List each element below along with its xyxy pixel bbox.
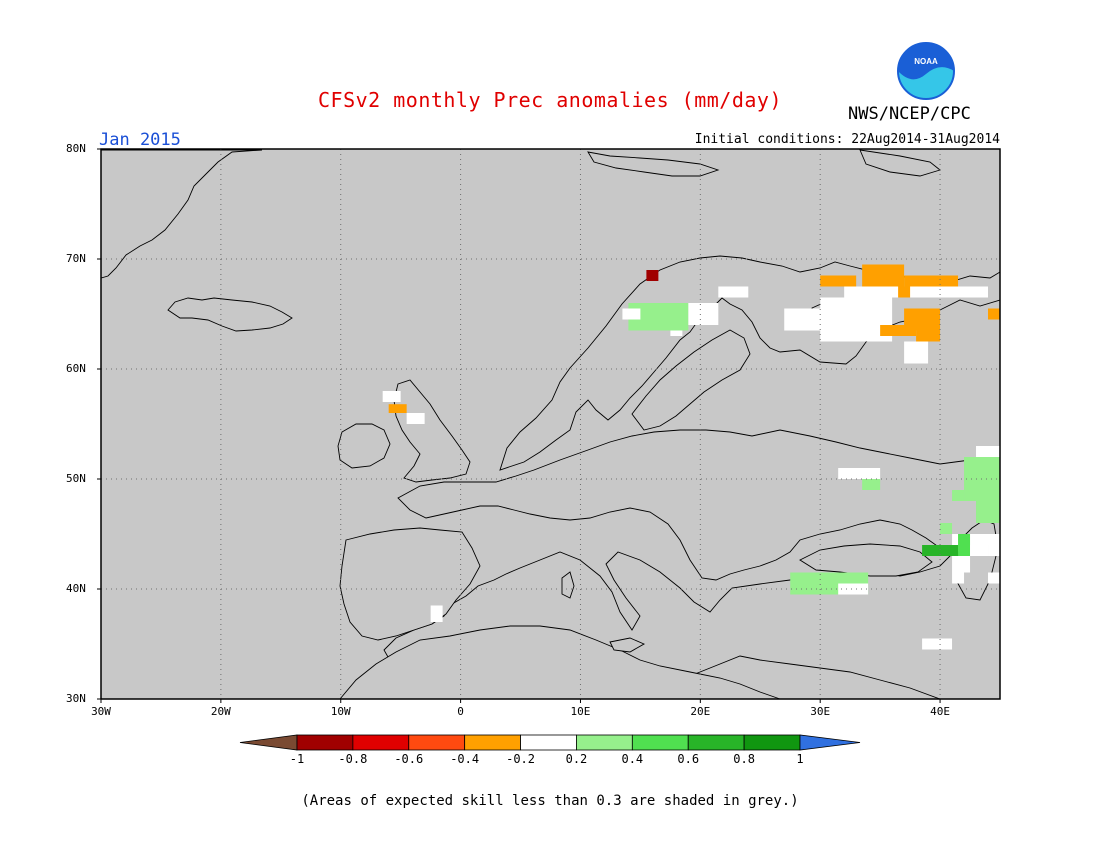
colorbar-label: 0.4	[621, 752, 644, 766]
sicily	[609, 637, 646, 653]
anomaly-cell	[922, 545, 959, 556]
forecast-month: Jan 2015	[99, 130, 181, 150]
anomaly-cell	[940, 523, 953, 534]
colorbar-label: -0.8	[338, 752, 368, 766]
colorbar-segment	[576, 734, 633, 751]
novaya-zemlya	[859, 149, 941, 177]
iceland	[167, 297, 293, 332]
anomaly-cell	[952, 490, 965, 501]
anomaly-cell	[838, 583, 869, 595]
colorbar-label: 0.6	[677, 752, 700, 766]
anomaly-cell	[382, 391, 401, 402]
lat-label: 50N	[66, 472, 86, 485]
anomaly-cell	[646, 270, 659, 281]
anomaly-cell	[820, 297, 893, 342]
anomaly-cell	[904, 275, 959, 287]
axis-ticks	[97, 148, 941, 703]
colorbar-label: -0.4	[450, 752, 480, 766]
colorbar-segment	[743, 734, 801, 751]
anomaly-cell	[988, 572, 1000, 584]
lon-label: 20W	[210, 705, 231, 718]
colorbar-segment	[296, 734, 354, 751]
anomaly-cell	[952, 534, 1000, 545]
anomaly-cell	[988, 308, 1000, 320]
lat-label: 30N	[66, 692, 86, 705]
lat-label: 70N	[66, 252, 86, 265]
map-frame	[100, 148, 1001, 700]
black-sea	[799, 543, 933, 577]
lat-label: 80N	[66, 142, 86, 155]
anomaly-cell	[844, 286, 989, 298]
iberia	[339, 527, 481, 641]
lon-label: 0	[457, 705, 464, 718]
colorbar-left-arrow	[239, 734, 298, 751]
anomaly-cells	[382, 264, 1000, 650]
anomaly-cell	[718, 286, 749, 298]
anomaly-cell	[670, 330, 683, 336]
svalbard-fragment	[587, 151, 720, 177]
anomaly-cell	[916, 330, 941, 342]
lon-label: 30W	[91, 705, 111, 718]
north-africa	[339, 625, 781, 700]
chart-title: CFSv2 monthly Prec anomalies (mm/day)	[317, 88, 783, 112]
anomaly-cell	[952, 556, 971, 573]
graticule	[101, 149, 1000, 699]
sardinia-corsica	[561, 571, 575, 599]
colorbar-label: -0.2	[506, 752, 535, 766]
anomaly-cell	[958, 534, 971, 556]
colorbar-label: 1	[796, 752, 804, 766]
colorbar-segment	[352, 734, 410, 751]
anomaly-cell	[976, 446, 1000, 457]
organization-label: NWS/NCEP/CPC	[848, 104, 971, 124]
map-panel	[97, 148, 1001, 703]
noaa-logo: NOAA	[895, 40, 957, 102]
colorbar-label: 0.2	[565, 752, 588, 766]
initial-conditions: Initial conditions: 22Aug2014-31Aug2014	[694, 132, 1000, 147]
skill-note: (Areas of expected skill less than 0.3 a…	[301, 793, 799, 809]
baltic-sea	[631, 329, 751, 431]
anomaly-cell	[898, 286, 911, 298]
anomaly-cell	[964, 457, 1000, 501]
lon-label: 20E	[690, 705, 711, 718]
anomaly-cell	[862, 479, 881, 490]
anomaly-cell	[406, 413, 425, 424]
lon-label: 10W	[330, 705, 351, 718]
lon-label: 30E	[810, 705, 831, 718]
anomaly-cell	[820, 275, 857, 287]
anomaly-cell	[922, 638, 953, 650]
colorbar-label: -0.6	[394, 752, 424, 766]
lat-label: 60N	[66, 362, 86, 375]
anomaly-cell	[988, 545, 1000, 556]
anomaly-cell	[862, 264, 905, 287]
anomaly-cell	[430, 605, 443, 622]
colorbar-label: 0.8	[733, 752, 755, 766]
ireland	[337, 423, 391, 469]
colorbar-segment	[464, 734, 521, 751]
anomaly-cell	[976, 501, 1000, 523]
logo-text: NOAA	[914, 57, 938, 66]
colorbar-label: -1	[289, 752, 305, 766]
lon-label: 40E	[930, 705, 950, 718]
colorbar	[239, 734, 861, 751]
colorbar-segment	[520, 734, 577, 751]
lat-label: 40N	[66, 582, 86, 595]
colorbar-segment	[687, 734, 745, 751]
anomaly-cell	[622, 308, 641, 320]
colorbar-segment	[408, 734, 466, 751]
anomaly-cell	[952, 572, 965, 584]
lon-label: 10E	[570, 705, 591, 718]
colorbar-right-arrow	[799, 734, 861, 751]
anomaly-cell	[688, 303, 719, 325]
colorbar-segment	[631, 734, 689, 751]
anomaly-cell	[388, 404, 407, 413]
anomaly-cell	[880, 325, 917, 336]
anomaly-cell	[904, 341, 929, 364]
anomaly-cell	[970, 545, 989, 556]
anomaly-cell	[838, 468, 881, 479]
